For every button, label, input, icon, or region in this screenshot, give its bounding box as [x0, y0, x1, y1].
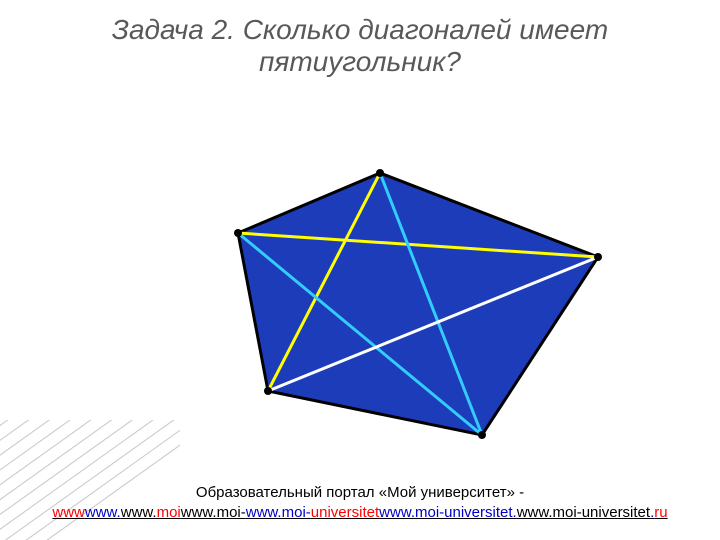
page-title: Задача 2. Сколько диагоналей имеет пятиу…: [0, 14, 720, 78]
footer-intro: Образовательный портал «Мой университет»…: [196, 484, 524, 501]
pentagon-diagram: [220, 155, 620, 445]
corner-stripes: [0, 420, 180, 540]
footer-attribution: Образовательный портал «Мой университет»…: [0, 483, 720, 522]
title-line1: Задача 2. Сколько диагоналей имеет: [0, 14, 720, 46]
title-line2: пятиугольник?: [0, 46, 720, 78]
footer-link[interactable]: wwwwww.www.moiwww.moi-www.moi-universite…: [52, 504, 667, 521]
